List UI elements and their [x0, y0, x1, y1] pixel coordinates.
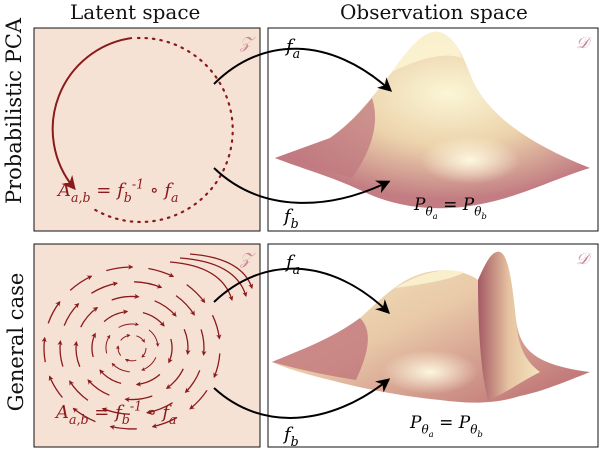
flow-arrow	[136, 335, 145, 343]
svg-text:Aa,b = fb-1 ∘ fa: Aa,b = fb-1 ∘ fa	[56, 176, 179, 204]
flow-arrow	[87, 379, 110, 396]
flow-arrow	[141, 347, 147, 358]
dotted-circle	[90, 36, 234, 223]
flow-arrow	[91, 281, 119, 294]
flow-arrow	[141, 357, 157, 371]
arrow-fa-general	[213, 267, 391, 314]
flow-arrow	[145, 402, 173, 415]
flow-arrow	[120, 333, 131, 341]
flow-arrow	[142, 311, 165, 327]
latent-space-title: Latent space	[70, 0, 201, 24]
flow-arrow	[148, 267, 175, 278]
observation-formula: Pθa = Pθb	[413, 195, 487, 222]
flow-arrow	[80, 306, 99, 328]
arrow-fb-general	[213, 378, 391, 419]
latent-symbol: 𝒵	[239, 33, 256, 52]
flow-arrow	[148, 329, 160, 347]
flow-arrow	[91, 332, 96, 358]
flow-arrow	[183, 329, 191, 356]
flow-arrow	[168, 338, 173, 364]
flow-arrow	[69, 275, 93, 291]
rotation-arc	[51, 37, 133, 191]
vortex-field	[41, 253, 254, 430]
svg-text:Pθa = Pθb: Pθa = Pθb	[413, 195, 487, 222]
flow-arrow	[184, 370, 201, 394]
gaussian-surface	[275, 31, 590, 209]
flow-arrow	[99, 369, 122, 385]
observation-formula: Pθa = Pθb	[409, 413, 483, 440]
flow-arrow	[47, 300, 61, 324]
latent-panel-ppca	[33, 27, 261, 232]
flow-arrow	[118, 322, 139, 328]
flow-arrow	[169, 261, 234, 301]
latent-formula: Aa,b = fb-1 ∘ fa	[56, 176, 179, 204]
flow-arrow	[57, 340, 64, 367]
flow-arrow	[175, 295, 195, 316]
flow-arrow	[213, 353, 221, 378]
flow-arrow	[48, 375, 63, 398]
flow-arrow	[189, 389, 208, 410]
svg-text:Pθa = Pθb: Pθa = Pθb	[409, 413, 483, 440]
observation-space-title: Observation space	[340, 0, 528, 24]
flow-arrow	[179, 257, 248, 297]
flow-arrow	[211, 314, 222, 340]
flow-arrow	[105, 334, 111, 354]
flow-arrow	[109, 424, 137, 430]
flow-arrow	[73, 340, 81, 367]
flow-arrow	[165, 368, 184, 390]
flow-arrow	[189, 253, 254, 289]
latent-formula: Aa,b = fb-1 ∘ fa	[54, 398, 177, 426]
flow-arrow	[101, 407, 130, 415]
latent-symbol: 𝒵	[239, 249, 256, 268]
flow-arrow	[115, 345, 122, 356]
flow-arrow	[186, 284, 206, 304]
flow-arrow	[41, 336, 47, 363]
flow-arrow	[151, 416, 178, 429]
flow-arrow	[154, 300, 177, 317]
flow-arrow	[135, 373, 161, 387]
flow-arrow	[111, 293, 140, 301]
flow-arrow	[134, 281, 163, 289]
flow-arrow	[200, 329, 207, 356]
flow-arrow	[124, 395, 153, 403]
flow-arrow	[124, 359, 137, 363]
flow-arrow	[63, 302, 80, 326]
flow-arrow	[69, 380, 89, 401]
observation-symbol: 𝒟	[576, 33, 592, 52]
arrow-fa	[213, 47, 393, 92]
flow-arrow	[111, 362, 130, 373]
bimodal-surface	[272, 251, 590, 403]
flow-arrow	[103, 309, 129, 323]
svg-text:Aa,b = fb-1 ∘ fa: Aa,b = fb-1 ∘ fa	[54, 398, 177, 426]
observation-symbol: 𝒟	[576, 249, 592, 268]
flow-arrow	[72, 407, 96, 423]
flow-arrow	[106, 264, 134, 272]
arrow-fb	[213, 167, 391, 204]
